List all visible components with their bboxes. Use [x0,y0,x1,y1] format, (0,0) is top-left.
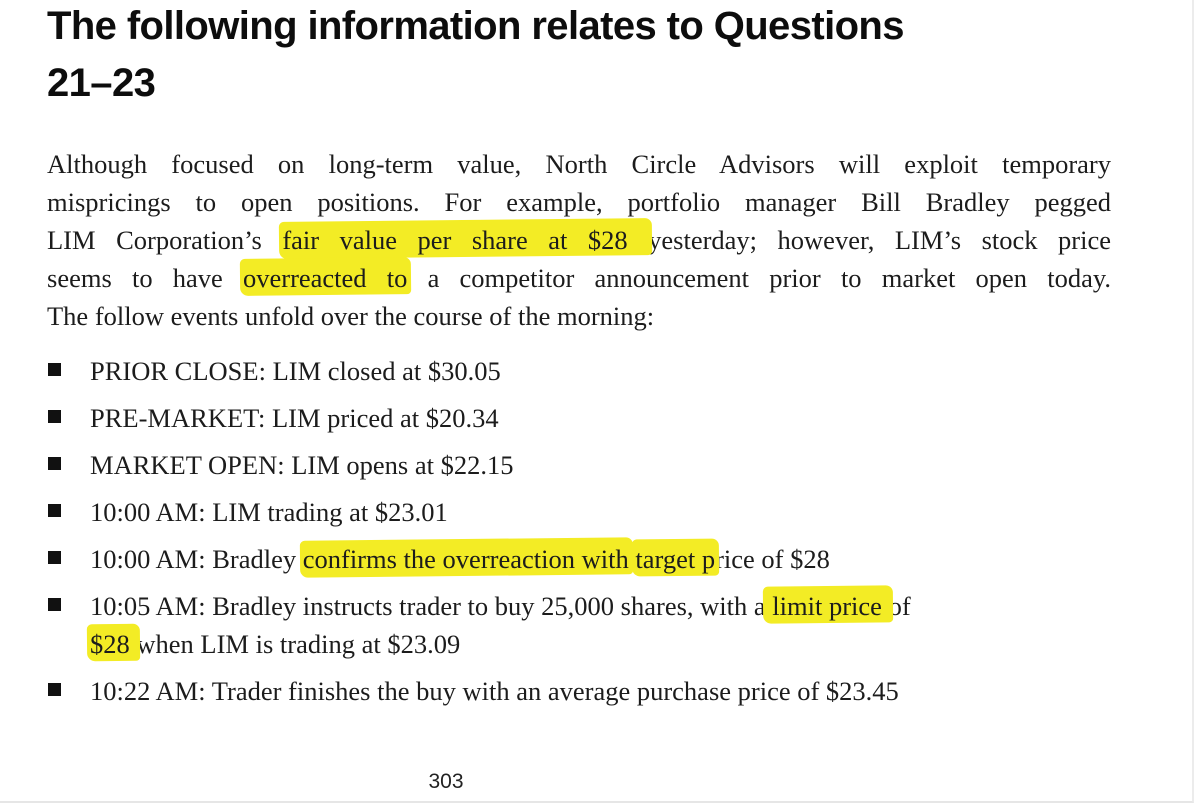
paragraph-line: Although focused on long-term value, Nor… [47,145,1111,183]
intro-paragraph: Although focused on long-term value, Nor… [47,145,1111,335]
bullet-square-icon [48,504,61,517]
list-item: PRE-MARKET: LIM priced at $20.34 [47,399,1127,437]
section-heading: The following information relates to Que… [47,0,905,112]
text-segment: LIM Corporation’s [47,225,283,255]
list-item: 10:00 AM: Bradley confirms the overreact… [47,540,1127,578]
list-item: 10:05 AM: Bradley instructs trader to bu… [47,587,1127,663]
highlighted-text: overreacted to [242,263,408,293]
text-segment: yesterday; however, LIM’s stock price [648,225,1111,255]
page-number: 303 [428,770,464,793]
bullet-square-icon [48,457,61,470]
bullet-square-icon [48,683,61,696]
heading-line-2: 21–23 [47,61,156,105]
text-segment: 10:22 AM: Trader finishes the buy with a… [90,676,899,706]
paragraph-line: The follow events unfold over the course… [47,297,1111,335]
text-segment: 10:00 AM: LIM trading at $23.01 [90,497,448,527]
text-segment: mispricings to open positions. For examp… [47,187,1111,217]
highlighted-text: target p [635,544,716,574]
list-item-line: PRE-MARKET: LIM priced at $20.34 [90,399,1127,437]
text-segment: PRE-MARKET: LIM priced at $20.34 [90,403,499,433]
event-list: PRIOR CLOSE: LIM closed at $30.05 PRE-MAR… [47,352,1127,719]
text-segment: 10:05 AM: Bradley instructs trader to bu… [90,591,766,621]
bullet-square-icon [48,551,61,564]
list-item-line: MARKET OPEN: LIM opens at $22.15 [90,446,1127,484]
bullet-square-icon [48,363,61,376]
text-segment: MARKET OPEN: LIM opens at $22.15 [90,450,514,480]
heading-line-1: The following information relates to Que… [47,4,905,48]
text-segment: The follow events unfold over the course… [47,301,655,331]
list-item-line: $28 when LIM is trading at $23.09 [90,625,1127,663]
paragraph-line: seems to have overreacted to a competito… [47,259,1111,297]
highlighted-text: limit price [765,591,889,621]
text-segment: PRIOR CLOSE: LIM closed at $30.05 [90,356,501,386]
highlighted-text: $28 [90,629,137,659]
list-item-line: 10:00 AM: LIM trading at $23.01 [90,493,1127,531]
list-item: MARKET OPEN: LIM opens at $22.15 [47,446,1127,484]
bullet-square-icon [48,598,61,611]
list-item: 10:00 AM: LIM trading at $23.01 [47,493,1127,531]
list-item: 10:22 AM: Trader finishes the buy with a… [47,672,1127,710]
text-segment: of [888,591,911,621]
text-segment: Although focused on long-term value, Nor… [47,149,1111,179]
text-segment: seems to have [47,263,243,293]
paragraph-line: LIM Corporation’s fair value per share a… [47,221,1111,259]
text-segment: 10:00 AM: Bradley [90,544,303,574]
list-item-line: 10:22 AM: Trader finishes the buy with a… [90,672,1127,710]
text-segment: rice of $28 [715,544,830,574]
list-item-line: PRIOR CLOSE: LIM closed at $30.05 [90,352,1127,390]
paragraph-line: mispricings to open positions. For examp… [47,183,1111,221]
bullet-square-icon [48,410,61,423]
text-segment: when LIM is trading at $23.09 [136,629,461,659]
text-segment: a competitor announcement prior to marke… [407,263,1111,293]
list-item-line: 10:05 AM: Bradley instructs trader to bu… [90,587,1127,625]
highlighted-text: confirms the overreaction with [302,544,629,574]
list-item: PRIOR CLOSE: LIM closed at $30.05 [47,352,1127,390]
list-item-line: 10:00 AM: Bradley confirms the overreact… [90,540,1127,578]
highlighted-text: fair value per share at $28 [282,225,649,255]
